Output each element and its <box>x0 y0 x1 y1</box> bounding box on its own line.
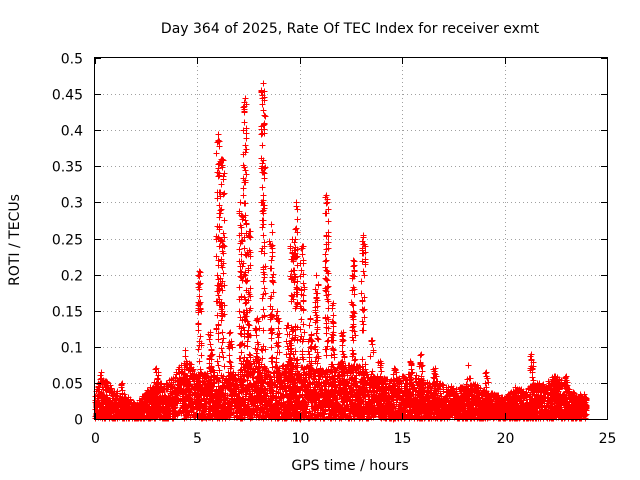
data-point <box>108 385 115 392</box>
data-point <box>170 379 177 386</box>
data-point <box>187 395 194 402</box>
data-point <box>186 382 193 389</box>
data-point <box>173 371 180 378</box>
data-point <box>172 404 179 411</box>
data-point <box>190 366 197 373</box>
data-points <box>92 80 590 423</box>
data-point <box>127 396 134 403</box>
chart-title: Day 364 of 2025, Rate Of TEC Index for r… <box>161 21 540 37</box>
